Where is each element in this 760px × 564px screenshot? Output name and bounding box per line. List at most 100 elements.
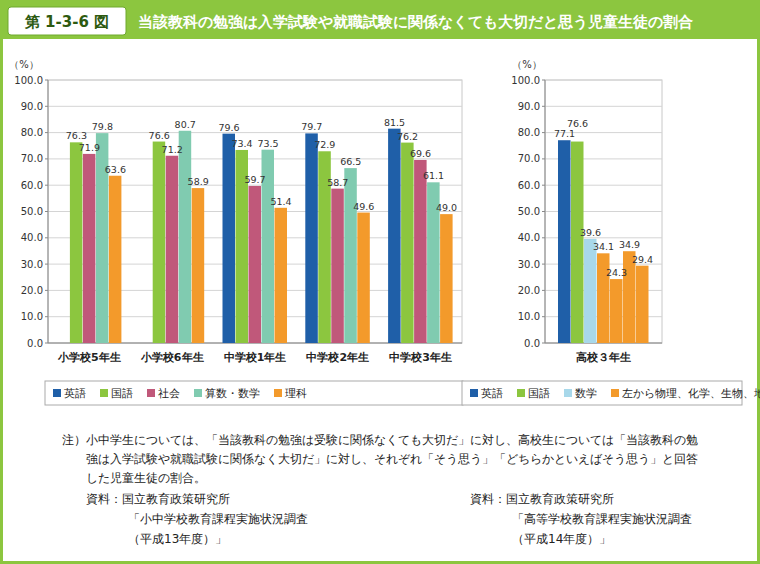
data-label: 81.5: [384, 117, 405, 128]
tick-label: 10.0: [21, 311, 43, 322]
axis-label: （%）: [512, 59, 542, 70]
data-label: 49.0: [436, 202, 457, 213]
category-label: 小学校6年生: [140, 351, 204, 364]
data-label: 34.1: [593, 241, 614, 252]
legend-label: 左から物理、化学、生物、地学: [622, 387, 760, 399]
source-line: 「小中学校教育課程実施状況調査: [128, 512, 308, 526]
data-label: 79.8: [92, 121, 113, 132]
legend-label: 英語: [481, 387, 503, 399]
legend-swatch: [194, 389, 202, 397]
bar: [401, 143, 414, 343]
tick-label: 60.0: [518, 180, 540, 191]
bar: [584, 239, 597, 343]
data-label: 76.2: [397, 131, 418, 142]
bars: [70, 129, 453, 343]
legend-swatch: [100, 389, 108, 397]
tick-label: 0.0: [27, 338, 43, 349]
source-line: （平成13年度）」: [128, 532, 227, 546]
bar: [109, 176, 122, 343]
data-label: 58.9: [188, 176, 209, 187]
source-line: 資料：国立教育政策研究所: [470, 492, 614, 506]
note-line: した児童生徒の割合。: [86, 471, 206, 485]
source-line: 資料：国立教育政策研究所: [86, 492, 230, 506]
data-label: 59.7: [244, 174, 265, 185]
legend-label: 算数・数学: [205, 387, 260, 399]
data-label: 76.6: [149, 130, 170, 141]
category-label: 小学校5年生: [57, 351, 121, 364]
chart: 0.010.020.030.040.050.060.070.080.090.01…: [462, 59, 760, 405]
data-label: 63.6: [105, 164, 126, 175]
tick-label: 30.0: [518, 259, 540, 270]
tick-label: 70.0: [518, 153, 540, 164]
data-label: 76.3: [66, 130, 87, 141]
data-label: 29.4: [632, 254, 653, 265]
figure-label-box: [8, 7, 126, 35]
bar: [166, 156, 179, 343]
source-line: （平成14年度）」: [512, 532, 611, 546]
legend-swatch: [53, 389, 61, 397]
chart: 0.010.020.030.040.050.060.070.080.090.01…: [9, 59, 463, 405]
bar: [305, 133, 318, 343]
figure: 第 1-3-6 図当該教科の勉強は入学試験や就職試験に関係なくても大切だと思う児…: [0, 0, 760, 564]
legend-label: 数学: [575, 387, 597, 399]
y-axis: [48, 80, 49, 343]
grid-line: [545, 106, 662, 107]
tick-label: 60.0: [21, 180, 43, 191]
tick-label: 80.0: [21, 127, 43, 138]
tick-label: 100.0: [511, 75, 540, 86]
data-label: 34.9: [619, 239, 640, 250]
tick-label: 90.0: [518, 101, 540, 112]
legend-label: 国語: [528, 387, 550, 399]
tick-label: 70.0: [21, 153, 43, 164]
tick-label: 90.0: [21, 101, 43, 112]
header-bar: [3, 3, 757, 39]
bar: [623, 251, 636, 343]
bar: [331, 189, 344, 343]
legend-label: 英語: [64, 387, 86, 399]
note-label: 注）: [62, 433, 86, 447]
plot-area: [48, 80, 462, 343]
tick-label: 20.0: [518, 285, 540, 296]
legend-label: 国語: [111, 387, 133, 399]
tick-label: 50.0: [518, 206, 540, 217]
legend-swatch: [517, 389, 525, 397]
data-label: 79.6: [218, 122, 239, 133]
data-labels: 77.176.639.634.124.334.929.4: [554, 118, 653, 278]
bar: [357, 213, 370, 343]
data-label: 76.6: [567, 118, 588, 129]
tick-label: 40.0: [21, 232, 43, 243]
tick-label: 0.0: [524, 338, 540, 349]
legend-label: 社会: [158, 387, 180, 399]
data-label: 66.5: [340, 156, 361, 167]
data-label: 61.1: [423, 170, 444, 181]
category-label: 中学校2年生: [306, 351, 369, 364]
data-label: 80.7: [175, 119, 196, 130]
legend-label: 理科: [285, 387, 307, 399]
tick-label: 50.0: [21, 206, 43, 217]
grid-line: [48, 106, 462, 107]
tick-label: 10.0: [518, 311, 540, 322]
bar: [275, 208, 288, 343]
bar: [558, 140, 571, 343]
data-label: 49.6: [353, 201, 374, 212]
figure-label: 第 1-3-6 図: [24, 13, 109, 31]
frame: [2, 2, 759, 563]
bar: [70, 142, 83, 343]
source-line: 「高等学校教育課程実施状況調査: [512, 512, 692, 526]
data-label: 73.4: [231, 138, 252, 149]
data-label: 58.7: [327, 177, 348, 188]
bar: [223, 134, 236, 343]
bars: [558, 140, 649, 343]
data-label: 72.9: [314, 139, 335, 150]
category-label: 高校３年生: [576, 351, 631, 364]
bar: [414, 160, 427, 343]
tick-label: 80.0: [518, 127, 540, 138]
data-label: 24.3: [606, 267, 627, 278]
bar: [636, 266, 649, 343]
category-label: 中学校3年生: [389, 351, 452, 364]
bar: [610, 279, 623, 343]
tick-label: 100.0: [14, 75, 43, 86]
tick-label: 20.0: [21, 285, 43, 296]
legend-swatch: [274, 389, 282, 397]
data-label: 77.1: [554, 128, 575, 139]
